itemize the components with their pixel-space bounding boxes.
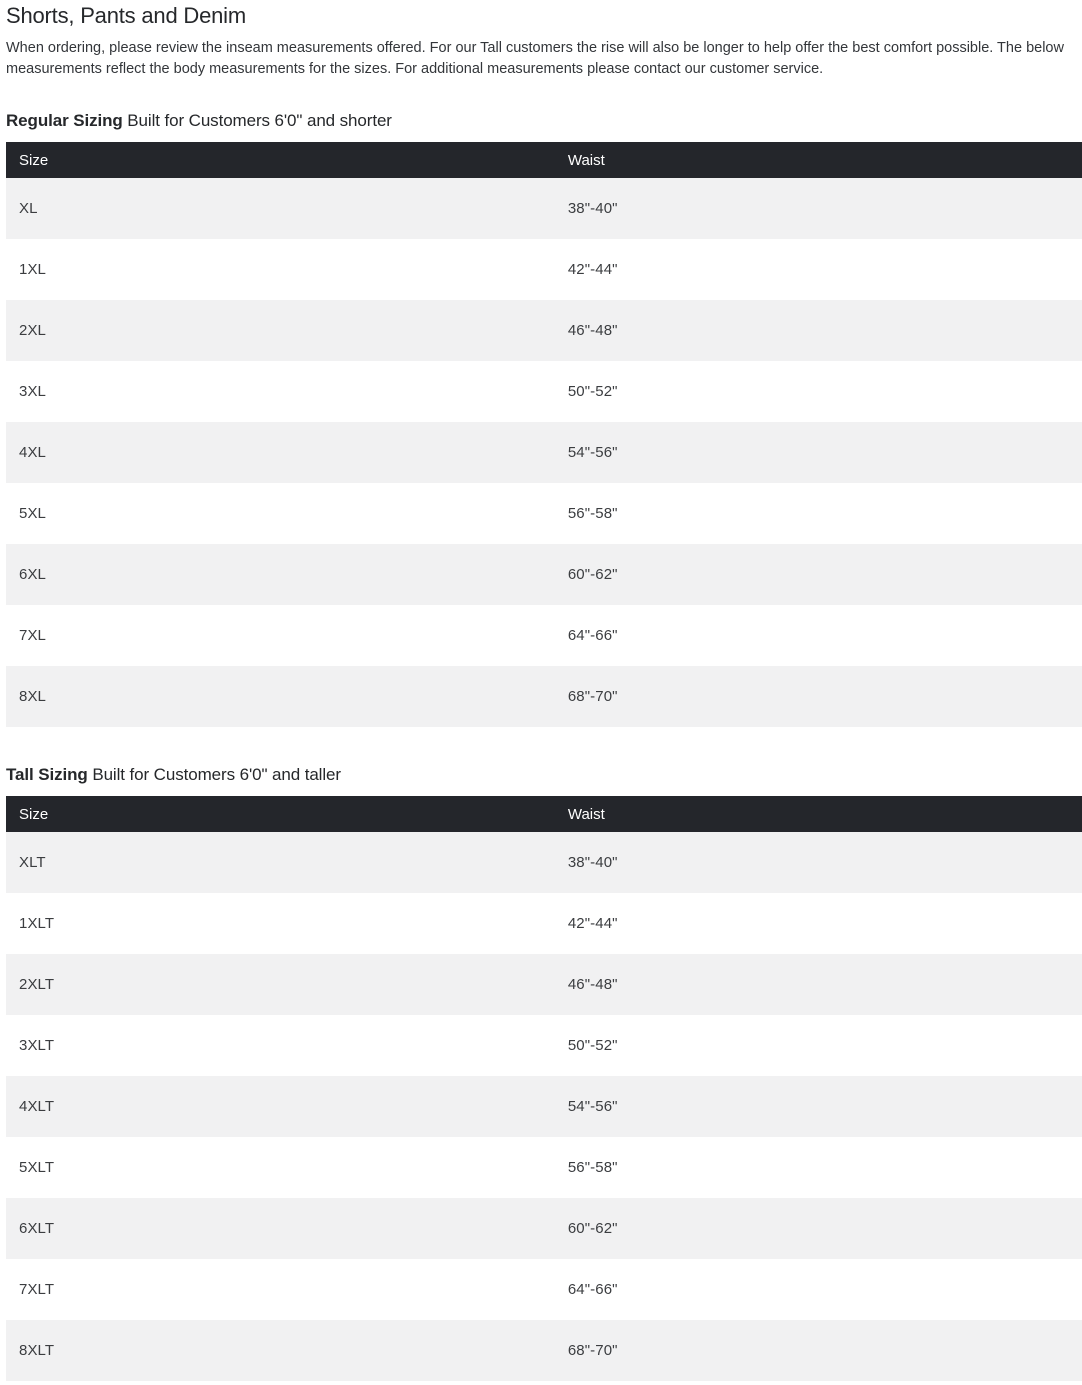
size-cell: 5XLT <box>19 1159 55 1176</box>
table-row: 5XL 56"-58" <box>6 483 1082 544</box>
size-cell: 7XL <box>19 627 46 644</box>
waist-cell: 50"-52" <box>567 383 618 400</box>
table-row: 6XL 60"-62" <box>6 544 1082 605</box>
tall-sizing-heading-rest: Built for Customers 6'0" and taller <box>87 765 341 784</box>
table-header-row: Size Waist <box>6 142 1082 178</box>
table-row: 2XLT 46"-48" <box>6 954 1082 1015</box>
table-row: 7XL 64"-66" <box>6 605 1082 666</box>
waist-cell: 54"-56" <box>567 444 618 461</box>
table-row: 4XLT 54"-56" <box>6 1076 1082 1137</box>
waist-cell: 42"-44" <box>567 261 618 278</box>
size-cell: 3XLT <box>19 1037 55 1054</box>
table-row: 8XL 68"-70" <box>6 666 1082 727</box>
tall-sizing-heading: Tall Sizing Built for Customers 6'0" and… <box>6 764 1082 786</box>
size-cell: 1XLT <box>19 915 55 932</box>
size-cell: 8XL <box>19 688 46 705</box>
waist-cell: 42"-44" <box>567 915 618 932</box>
size-cell: 7XLT <box>19 1281 55 1298</box>
table-row: XLT 38"-40" <box>6 832 1082 893</box>
table-row: 8XLT 68"-70" <box>6 1320 1082 1381</box>
table-row: 3XL 50"-52" <box>6 361 1082 422</box>
regular-sizing-heading-rest: Built for Customers 6'0" and shorter <box>122 111 392 130</box>
table-body: XLT 38"-40" 1XLT 42"-44" 2XLT 46"-48" 3X… <box>6 832 1082 1381</box>
column-header-waist: Waist <box>567 805 605 823</box>
table-row: 1XLT 42"-44" <box>6 893 1082 954</box>
waist-cell: 54"-56" <box>567 1098 618 1115</box>
table-row: 1XL 42"-44" <box>6 239 1082 300</box>
table-header: Size Waist <box>6 142 1082 178</box>
size-cell: 8XLT <box>19 1342 55 1359</box>
intro-paragraph: When ordering, please review the inseam … <box>6 40 1064 77</box>
waist-cell: 60"-62" <box>567 1220 618 1237</box>
table-row: 6XLT 60"-62" <box>6 1198 1082 1259</box>
size-cell: 4XL <box>19 444 46 461</box>
column-header-waist: Waist <box>567 151 605 169</box>
waist-cell: 68"-70" <box>567 1342 618 1359</box>
size-cell: 3XL <box>19 383 46 400</box>
waist-cell: 38"-40" <box>567 200 618 217</box>
table-row: 2XL 46"-48" <box>6 300 1082 361</box>
size-cell: 5XL <box>19 505 46 522</box>
waist-cell: 68"-70" <box>567 688 618 705</box>
table-header-row: Size Waist <box>6 796 1082 832</box>
page-title: Shorts, Pants and Denim <box>6 3 246 28</box>
size-cell: 2XLT <box>19 976 55 993</box>
waist-cell: 46"-48" <box>567 322 618 339</box>
column-header-size: Size <box>19 151 49 169</box>
waist-cell: 64"-66" <box>567 1281 618 1298</box>
waist-cell: 64"-66" <box>567 627 618 644</box>
waist-cell: 56"-58" <box>567 1159 618 1176</box>
table-row: 5XLT 56"-58" <box>6 1137 1082 1198</box>
column-header-size: Size <box>19 805 49 823</box>
table-row: 7XLT 64"-66" <box>6 1259 1082 1320</box>
table-row: 3XLT 50"-52" <box>6 1015 1082 1076</box>
table-body: XL 38"-40" 1XL 42"-44" 2XL 46"-48" 3XL 5… <box>6 178 1082 727</box>
table-row: 4XL 54"-56" <box>6 422 1082 483</box>
tall-sizing-heading-bold: Tall Sizing <box>6 765 88 784</box>
size-cell: 2XL <box>19 322 46 339</box>
regular-sizing-heading-bold: Regular Sizing <box>6 111 123 130</box>
waist-cell: 46"-48" <box>567 976 618 993</box>
size-cell: 6XLT <box>19 1220 55 1237</box>
table-header: Size Waist <box>6 796 1082 832</box>
size-cell: 1XL <box>19 261 46 278</box>
size-cell: XLT <box>19 854 46 871</box>
waist-cell: 38"-40" <box>567 854 618 871</box>
size-cell: 4XLT <box>19 1098 55 1115</box>
size-cell: 6XL <box>19 566 46 583</box>
size-chart-tall: Size Waist XLT 38"-40" 1XLT 42"-44" 2XLT… <box>6 796 1082 1381</box>
regular-sizing-heading: Regular Sizing Built for Customers 6'0" … <box>6 110 1082 132</box>
waist-cell: 50"-52" <box>567 1037 618 1054</box>
waist-cell: 56"-58" <box>567 505 618 522</box>
size-cell: XL <box>19 200 38 217</box>
size-chart-regular: Size Waist XL 38"-40" 1XL 42"-44" 2XL 46… <box>6 142 1082 727</box>
waist-cell: 60"-62" <box>567 566 618 583</box>
table-row: XL 38"-40" <box>6 178 1082 239</box>
